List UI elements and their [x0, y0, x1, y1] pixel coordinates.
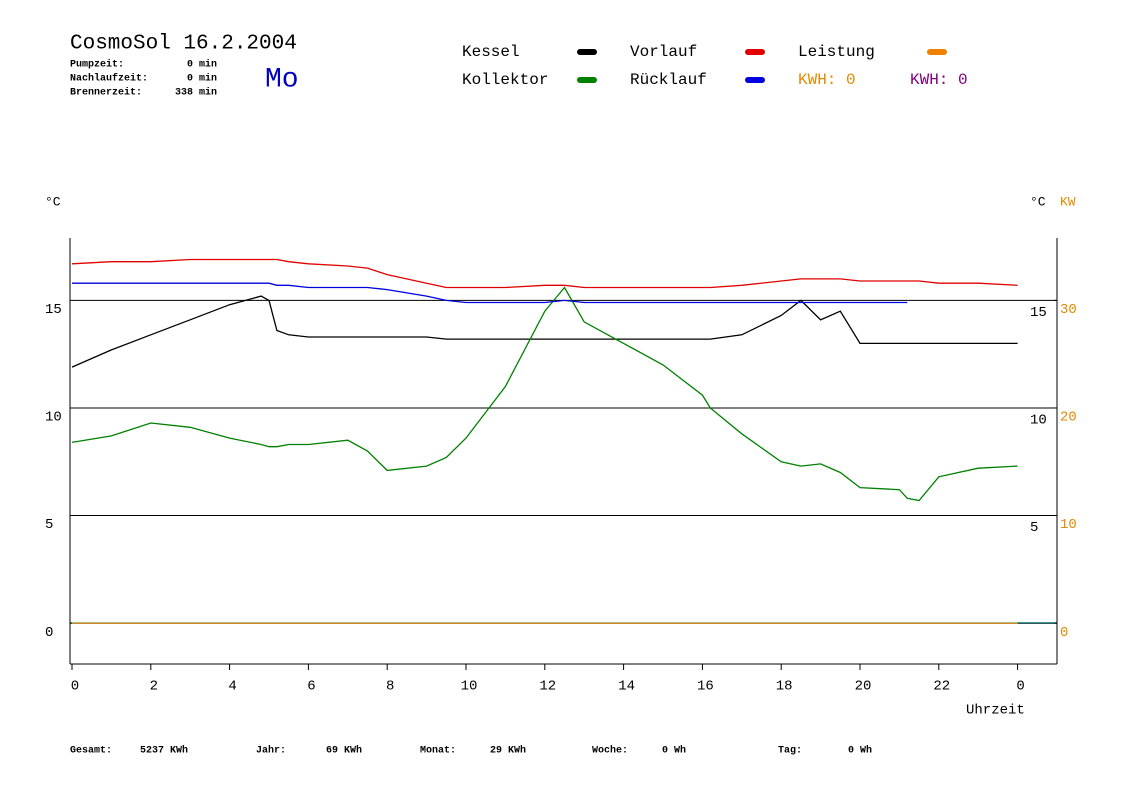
x-tick-label: 0	[71, 679, 79, 695]
y-tick-label: 10	[45, 410, 62, 426]
energy-label: KWH: 0	[910, 71, 968, 89]
y2-unit: °C	[1030, 194, 1046, 209]
stat-value: 0 min	[187, 73, 217, 85]
x-tick-label: 4	[228, 679, 236, 695]
title: CosmoSol 16.2.2004	[70, 33, 297, 56]
legend-label: Leistung	[798, 43, 875, 61]
footer-value: 69 KWh	[326, 745, 362, 757]
stat-value: 338 min	[175, 87, 217, 99]
x-axis-label: Uhrzeit	[966, 703, 1025, 719]
x-tick-label: 12	[539, 679, 556, 695]
x-tick-label: 2	[150, 679, 158, 695]
y2-tick-label: 20	[1060, 410, 1077, 426]
energy-label: KWH: 0	[798, 71, 856, 89]
weekday: Mo	[265, 64, 299, 95]
footer-value: 5237 KWh	[140, 745, 188, 757]
x-tick-label: 16	[697, 679, 714, 695]
y-tick-label: 5	[45, 517, 53, 533]
x-tick-label: 10	[461, 679, 478, 695]
series-line	[71, 295, 1018, 368]
footer-label: Tag:	[778, 746, 802, 757]
footer-value: 0 Wh	[848, 745, 872, 757]
legend-label: Vorlauf	[630, 43, 697, 61]
series-line	[72, 282, 908, 304]
legend-label: Rücklauf	[630, 71, 707, 89]
footer-label: Gesamt:	[70, 746, 112, 757]
footer-value: 0 Wh	[662, 745, 686, 757]
x-tick-label: 14	[618, 679, 635, 695]
footer-label: Monat:	[420, 746, 456, 757]
x-tick-label: 20	[855, 679, 872, 695]
x-tick-label: 22	[933, 679, 950, 695]
series-line	[71, 258, 1018, 289]
footer-label: Jahr:	[256, 745, 286, 757]
y2-tick-label: 0	[1060, 625, 1068, 641]
x-tick-label: 0	[1016, 679, 1024, 695]
y2-tick-label: 10	[1060, 517, 1077, 533]
footer-value: 29 KWh	[490, 745, 526, 757]
y2-unit: KW	[1060, 194, 1076, 209]
footer-label: Woche:	[592, 745, 628, 757]
x-tick-label: 8	[386, 679, 394, 695]
stat-label: Pumpzeit:	[70, 59, 124, 71]
y-tick-label-right: 15	[1030, 305, 1047, 321]
y2-tick-label: 30	[1060, 302, 1077, 318]
stat-value: 0 min	[187, 59, 217, 71]
legend-label: Kollektor	[462, 71, 548, 89]
y-tick-label-right: 10	[1030, 413, 1047, 429]
x-tick-label: 18	[776, 679, 793, 695]
y-tick-label: 15	[45, 302, 62, 318]
y-tick-label: 0	[45, 625, 53, 641]
legend-label: Kessel	[462, 43, 520, 61]
stat-label: Brennerzeit:	[70, 87, 142, 99]
x-tick-label: 6	[307, 679, 315, 695]
series-line	[71, 286, 1018, 502]
stat-label: Nachlaufzeit:	[70, 73, 148, 85]
y-tick-label-right: 5	[1030, 520, 1038, 536]
y-unit: °C	[45, 194, 61, 209]
